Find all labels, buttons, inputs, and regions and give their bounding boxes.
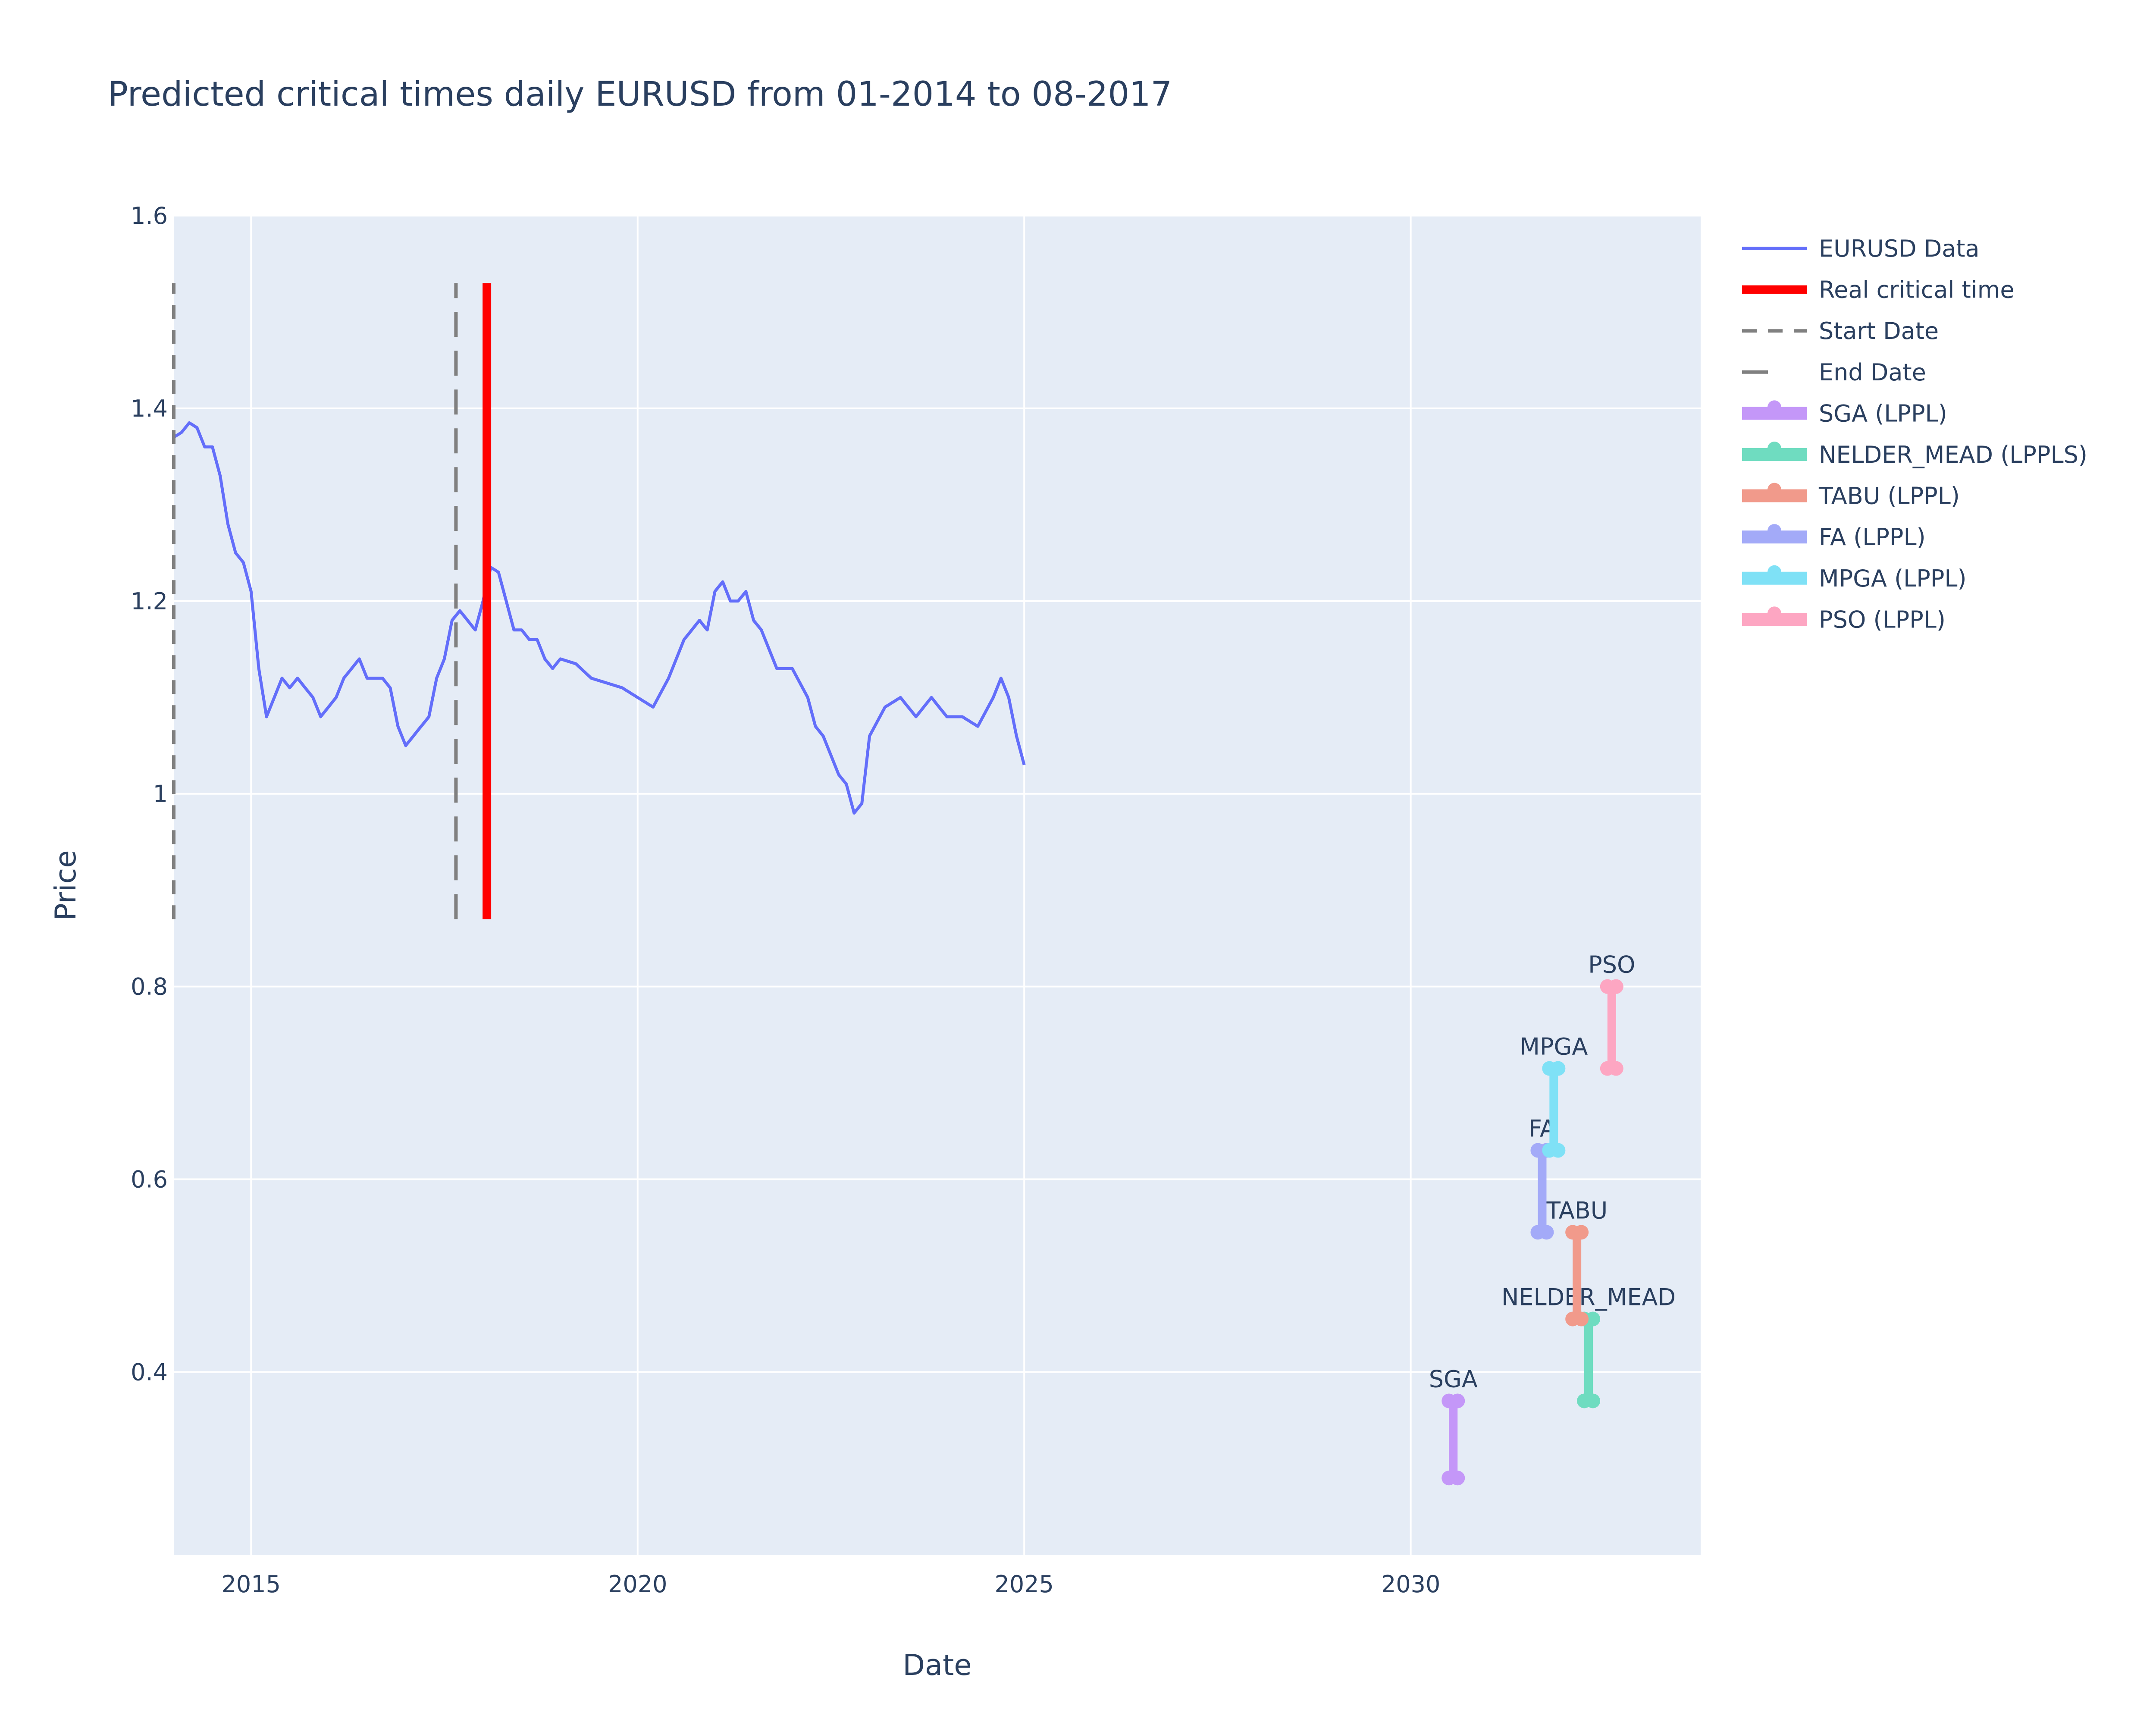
- prediction-marker: [1586, 1393, 1601, 1408]
- x-tick-label: 2020: [608, 1571, 667, 1598]
- y-axis-title: Price: [49, 850, 82, 920]
- prediction-marker: [1608, 979, 1623, 994]
- legend: EURUSD Data Real critical time Start Date E…: [1742, 235, 2087, 633]
- tick-labels: 2015 2020 2025 2030 0.4 0.6 0.8 1 1.2 1.4 1.6: [131, 202, 1440, 1598]
- prediction-label: SGA: [1429, 1365, 1478, 1393]
- prediction-marker: [1539, 1225, 1554, 1240]
- legend-label: EURUSD Data: [1819, 235, 1980, 262]
- prediction-nelder-mead: NELDER_MEAD: [1501, 1284, 1676, 1408]
- legend-label: End Date: [1819, 359, 1926, 386]
- legend-item[interactable]: TABU (LPPL): [1742, 483, 1960, 510]
- legend-item[interactable]: Real critical time: [1742, 276, 2015, 304]
- legend-marker: [1767, 565, 1781, 579]
- prediction-label: MPGA: [1520, 1033, 1588, 1060]
- prediction-sga: SGA: [1429, 1365, 1478, 1486]
- prediction-mpga: MPGA: [1520, 1033, 1588, 1158]
- y-tick-label: 1: [153, 781, 168, 808]
- prediction-label: NELDER_MEAD: [1501, 1284, 1676, 1311]
- prediction-marker: [1586, 1311, 1601, 1327]
- prediction-marker: [1551, 1143, 1566, 1158]
- legend-item[interactable]: NELDER_MEAD (LPPLS): [1742, 441, 2087, 468]
- y-tick-label: 1.4: [131, 395, 168, 422]
- legend-label: Start Date: [1819, 317, 1939, 345]
- prediction-label: PSO: [1588, 951, 1635, 979]
- y-tick-label: 0.4: [131, 1358, 168, 1386]
- legend-label: MPGA (LPPL): [1819, 565, 1967, 592]
- prediction-marker: [1450, 1471, 1465, 1486]
- legend-item[interactable]: PSO (LPPL): [1742, 606, 1946, 633]
- y-tick-label: 0.8: [131, 973, 168, 1000]
- prediction-marker: [1574, 1311, 1589, 1327]
- prediction-marker: [1551, 1061, 1566, 1076]
- legend-marker: [1767, 606, 1781, 621]
- legend-marker: [1767, 442, 1781, 455]
- chart-title: Predicted critical times daily EURUSD fr…: [108, 75, 1172, 114]
- prediction-marker: [1608, 1061, 1623, 1076]
- legend-marker: [1767, 483, 1781, 497]
- prediction-pso: PSO: [1588, 951, 1635, 1076]
- legend-label: FA (LPPL): [1819, 524, 1926, 551]
- prediction-marker: [1450, 1393, 1465, 1408]
- legend-item[interactable]: FA (LPPL): [1742, 524, 1926, 551]
- x-axis-title: Date: [903, 1648, 971, 1682]
- legend-label: PSO (LPPL): [1819, 606, 1946, 633]
- legend-item[interactable]: EURUSD Data: [1742, 235, 1980, 262]
- legend-item[interactable]: End Date: [1742, 359, 1926, 386]
- legend-label: Real critical time: [1819, 276, 2015, 304]
- y-tick-label: 0.6: [131, 1166, 168, 1193]
- legend-item[interactable]: Start Date: [1742, 317, 1939, 345]
- prediction-label: TABU: [1546, 1197, 1608, 1224]
- legend-label: SGA (LPPL): [1819, 400, 1947, 427]
- legend-item[interactable]: SGA (LPPL): [1742, 400, 1947, 427]
- legend-label: NELDER_MEAD (LPPLS): [1819, 441, 2087, 468]
- legend-item[interactable]: MPGA (LPPL): [1742, 565, 1967, 592]
- y-tick-label: 1.6: [131, 202, 168, 229]
- prediction-marker: [1574, 1225, 1589, 1240]
- eurusd-data-line: [173, 421, 1026, 815]
- grid-lines: [174, 215, 1701, 1555]
- y-tick-label: 1.2: [131, 588, 168, 615]
- x-tick-label: 2030: [1381, 1571, 1440, 1598]
- plot-background: [174, 216, 1701, 1555]
- legend-label: TABU (LPPL): [1818, 483, 1960, 510]
- x-tick-label: 2025: [994, 1571, 1053, 1598]
- legend-marker: [1767, 400, 1781, 414]
- legend-marker: [1767, 524, 1781, 538]
- x-tick-label: 2015: [222, 1571, 281, 1598]
- prediction-tabu: TABU: [1546, 1197, 1608, 1327]
